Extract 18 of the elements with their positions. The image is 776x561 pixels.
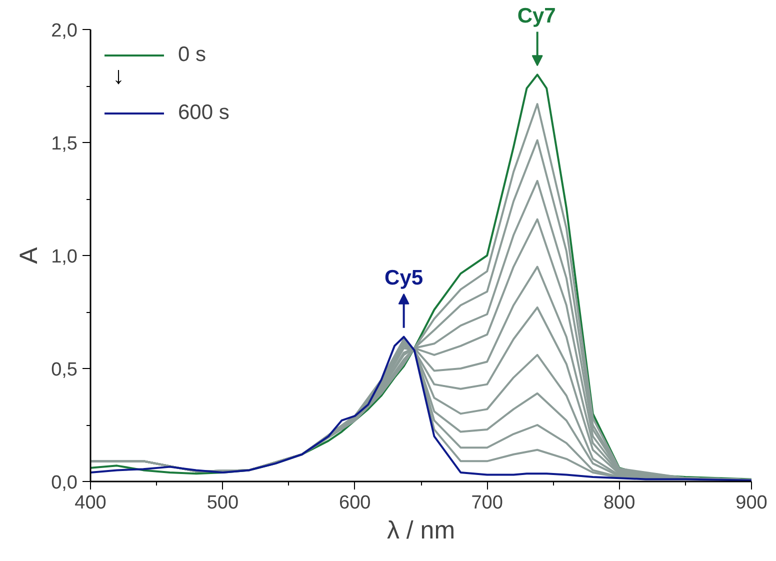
y-tick-label: 0,5	[51, 360, 78, 380]
annotation: Cy7	[517, 4, 556, 28]
x-tick-label: 400	[74, 492, 106, 514]
legend-label: 0 s	[178, 43, 206, 67]
x-tick-label: 600	[339, 492, 371, 514]
x-tick-label: 900	[736, 492, 768, 514]
y-tick-label: 1,0	[51, 246, 78, 268]
legend-label: 600 s	[178, 101, 230, 125]
y-tick-label: 0,0	[51, 472, 78, 494]
y-tick-label: 1,5	[51, 134, 78, 154]
annotation: Cy5	[384, 266, 424, 290]
x-tick-label: 800	[603, 492, 636, 514]
y-axis-title: A	[15, 246, 44, 264]
x-axis-title: λ / nm	[386, 516, 456, 544]
x-tick-label: 500	[206, 492, 239, 514]
y-tick-label: 2,0	[51, 20, 78, 42]
annotation: ↓	[112, 62, 124, 90]
x-tick-label: 700	[471, 492, 503, 514]
